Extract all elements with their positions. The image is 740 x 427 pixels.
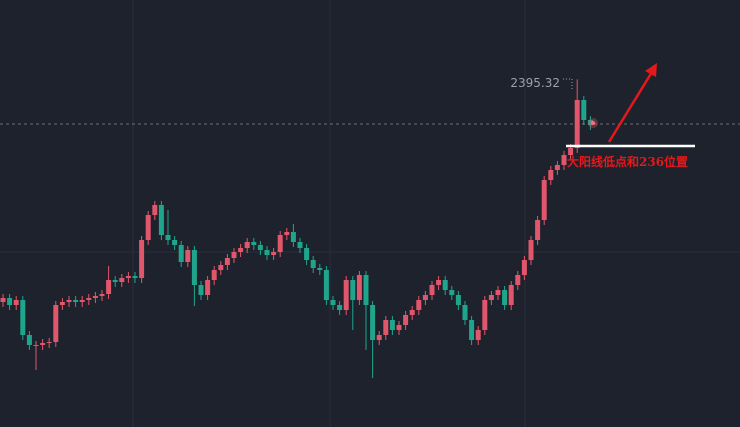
candle-body — [185, 250, 191, 262]
candle-body — [79, 300, 85, 302]
candle-body — [26, 335, 32, 345]
candle-body — [508, 285, 514, 305]
candle-body — [119, 278, 125, 282]
candle-body — [257, 245, 263, 250]
arrow-head — [645, 63, 657, 77]
candle-body — [488, 295, 494, 300]
candle-body — [13, 300, 19, 305]
candle-body — [449, 290, 455, 295]
candle-body — [244, 242, 250, 248]
candle-body — [495, 290, 501, 295]
candle-body — [462, 305, 468, 320]
candle-body — [152, 205, 158, 215]
candle-body — [515, 275, 521, 285]
candle-body — [304, 248, 310, 260]
candle-body — [436, 280, 442, 285]
candle-body — [198, 285, 204, 295]
candle-body — [541, 180, 547, 220]
candle-body — [132, 276, 138, 278]
candle-body — [106, 280, 112, 294]
candle-body — [383, 320, 389, 335]
candle-body — [40, 343, 46, 345]
candle-body — [46, 342, 52, 343]
candle-body — [125, 276, 131, 278]
candle-body — [337, 305, 343, 310]
candle-body — [112, 280, 118, 282]
candle-body — [172, 240, 178, 245]
candle-body — [403, 315, 409, 325]
candle-body — [284, 232, 290, 235]
candle-body — [370, 305, 376, 340]
candle-body — [165, 235, 171, 240]
candle-body — [389, 320, 395, 330]
candle-body — [205, 280, 211, 295]
high-label: 2395.32 — [510, 76, 560, 90]
candle-body — [422, 295, 428, 300]
candle-body — [86, 298, 92, 300]
candle-body — [251, 242, 257, 245]
candle-body — [218, 265, 224, 270]
candle-body — [310, 260, 316, 268]
candle-body — [7, 298, 13, 305]
candle-body — [535, 220, 541, 240]
candle-body — [139, 240, 145, 278]
candle-body — [581, 100, 587, 120]
candle-body — [416, 300, 422, 310]
candle-body — [92, 296, 98, 298]
candle-body — [59, 302, 65, 305]
candle-body — [231, 252, 237, 258]
candle-body — [20, 300, 26, 335]
candle-body — [264, 250, 270, 255]
candle-body — [363, 275, 369, 305]
candle-body — [178, 245, 184, 262]
candle-body — [271, 252, 277, 255]
candle-body — [396, 325, 402, 330]
candle-body — [455, 295, 461, 305]
candle-body — [297, 242, 303, 248]
candle-body — [350, 280, 356, 300]
candle-body — [73, 300, 79, 302]
candle-body — [561, 155, 567, 165]
candle-body — [554, 165, 560, 170]
candle-body — [99, 294, 105, 296]
candle-body — [343, 280, 349, 310]
candle-body — [528, 240, 534, 260]
candle-body — [238, 248, 244, 252]
candle-body — [66, 300, 72, 302]
candle-body — [323, 270, 329, 300]
candle-body — [145, 215, 151, 240]
candle-body — [356, 275, 362, 300]
candle-body — [290, 232, 296, 242]
candle-body — [502, 290, 508, 305]
candle-body — [53, 305, 59, 342]
annotation: 大阳线低点和236位置 — [567, 154, 688, 169]
candle-body — [0, 298, 6, 302]
candle-body — [224, 258, 230, 265]
candle-body — [475, 330, 481, 340]
candle-body — [158, 205, 164, 235]
candle-body — [482, 300, 488, 330]
candle-body — [191, 250, 197, 285]
candle-body — [429, 285, 435, 295]
candle-body — [317, 268, 323, 270]
candle-body — [33, 345, 39, 346]
candles — [0, 79, 593, 378]
candle-body — [568, 148, 574, 155]
candle-body — [211, 270, 217, 280]
price-dot — [591, 121, 595, 125]
candle-body — [277, 235, 283, 252]
candle-body — [376, 335, 382, 340]
candle-body — [409, 310, 415, 315]
candle-body — [521, 260, 527, 275]
candle-body — [587, 120, 593, 125]
candle-body — [469, 320, 475, 340]
candle-body — [574, 100, 580, 148]
candle-body — [442, 280, 448, 290]
candle-body — [548, 170, 554, 180]
arrow-shaft — [607, 71, 654, 143]
candle-body — [330, 300, 336, 305]
